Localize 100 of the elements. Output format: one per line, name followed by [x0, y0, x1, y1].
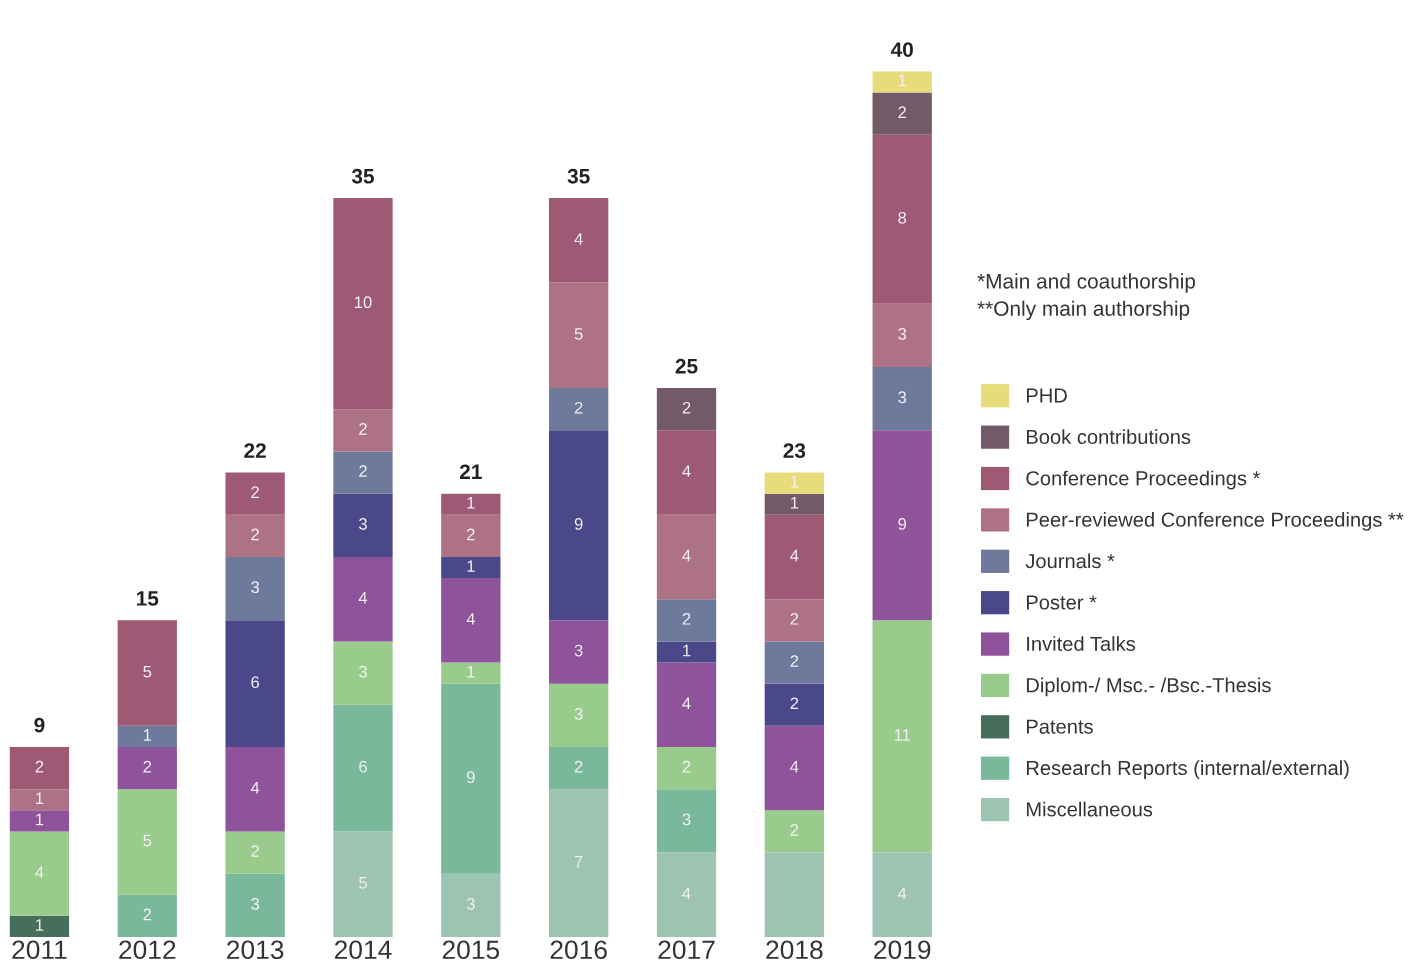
data-label: 4: [466, 613, 475, 625]
data-label: 7: [574, 855, 583, 868]
bar: [549, 282, 609, 389]
total-label: 35: [567, 168, 590, 184]
bar: [225, 873, 285, 937]
legend-label: Invited Talks: [1027, 636, 1136, 651]
bar: [333, 198, 393, 410]
x-tick-label: 2011: [12, 940, 67, 960]
bar: [117, 746, 177, 790]
bar: [549, 683, 609, 747]
data-label: 2: [682, 760, 691, 773]
bar: [9, 810, 70, 832]
bar: [872, 303, 932, 367]
bar: [333, 493, 393, 557]
data-label: 4: [574, 233, 583, 245]
bar: [872, 620, 932, 853]
data-label: 3: [574, 707, 583, 720]
bar: [225, 620, 285, 747]
bar: [441, 493, 501, 515]
data-label: 6: [251, 676, 260, 689]
data-label: 4: [682, 465, 691, 477]
data-label: 2: [790, 697, 799, 710]
bar: [656, 514, 717, 600]
data-label: 9: [574, 517, 583, 530]
total-label: 21: [459, 464, 482, 479]
data-label: 3: [251, 897, 260, 910]
bar: [656, 388, 717, 431]
total-label: 9: [34, 717, 45, 733]
bar: [872, 366, 932, 431]
data-label: 1: [143, 729, 152, 741]
data-label: 1: [791, 475, 799, 488]
data-label: 2: [790, 612, 799, 625]
data-label: 2: [143, 908, 152, 921]
data-label: 3: [898, 391, 907, 404]
data-label: 3: [358, 665, 367, 678]
data-label: 8: [898, 211, 907, 224]
data-label: 3: [574, 644, 583, 657]
bar: [225, 472, 285, 515]
data-label: 2: [574, 760, 583, 773]
bar: [333, 831, 393, 937]
data-label: 5: [143, 834, 152, 847]
data-label: 1: [36, 813, 44, 826]
data-label: 4: [682, 697, 691, 710]
data-label: 5: [143, 665, 152, 678]
bar: [872, 92, 932, 135]
data-label: 9: [898, 517, 907, 530]
data-label: 4: [358, 592, 368, 604]
bar: [9, 746, 70, 790]
bar: [333, 451, 393, 494]
x-tick-label: 2015: [442, 940, 500, 960]
total-label: 22: [244, 443, 266, 458]
bar: [764, 493, 825, 515]
data-label: 2: [467, 528, 475, 541]
bar: [117, 789, 177, 895]
bar: [872, 134, 932, 304]
legend-label: Conference Proceedings *: [1026, 470, 1261, 490]
data-label: 1: [683, 644, 691, 657]
bar: [872, 430, 932, 621]
data-label: 3: [682, 813, 691, 826]
text: *Main and coauthorship: [977, 273, 1196, 293]
bar: [333, 556, 393, 642]
bar: [764, 725, 825, 811]
data-label: 5: [359, 877, 367, 889]
bar: [656, 789, 717, 853]
bar: [549, 198, 609, 283]
bar: [441, 578, 501, 663]
total-label: 25: [675, 358, 698, 374]
data-label: 2: [790, 824, 799, 836]
legend-label: Research Reports (internal/external): [1026, 760, 1349, 780]
bar: [656, 641, 717, 663]
x-tick-label: 2013: [227, 940, 284, 960]
data-label: 1: [36, 792, 44, 805]
bar: [225, 746, 285, 832]
bar: [441, 662, 501, 684]
bar: [549, 789, 609, 937]
bar: [764, 852, 825, 937]
x-tick-label: 2014: [334, 940, 392, 960]
data-label: 2: [790, 655, 799, 667]
data-label: 2: [143, 760, 152, 773]
bar: [9, 831, 70, 916]
bar: [441, 514, 501, 557]
bar: [441, 556, 501, 579]
data-label: 9: [466, 771, 475, 784]
data-label: 3: [358, 517, 367, 530]
bar: [225, 831, 285, 874]
bar: [872, 852, 932, 937]
data-label: 1: [898, 74, 907, 87]
bar: [764, 683, 825, 726]
data-label: 2: [898, 106, 906, 118]
data-label: 3: [898, 328, 907, 340]
data-label: 2: [359, 422, 367, 435]
data-label: 4: [35, 866, 44, 878]
bar: [333, 409, 393, 452]
data-label: 4: [897, 887, 907, 900]
bar: [764, 472, 825, 494]
data-label: 10: [354, 296, 372, 309]
data-label: 11: [894, 729, 911, 741]
data-label: 3: [466, 897, 475, 910]
bar: [333, 641, 393, 705]
data-label: 4: [682, 887, 691, 900]
